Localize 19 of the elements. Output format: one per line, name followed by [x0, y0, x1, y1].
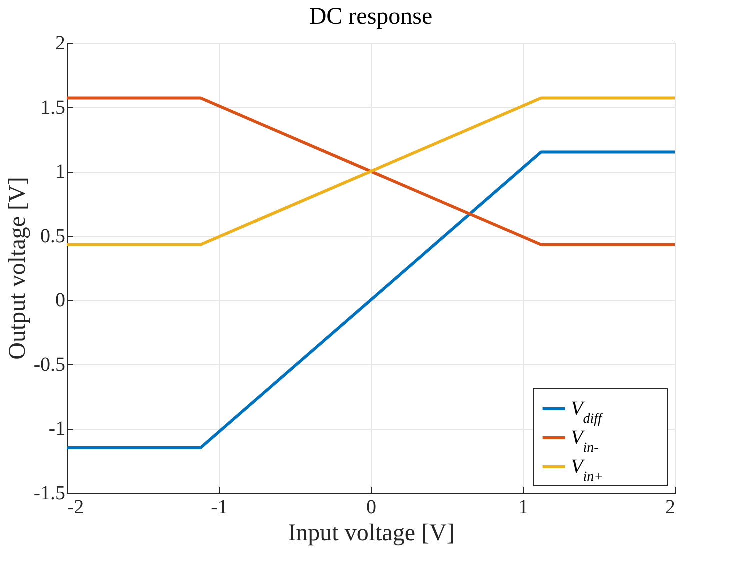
y-tick-label: -0.5 [34, 354, 66, 376]
legend-label: V$_{diff}$ [571, 398, 604, 426]
y-tick-label: 1.5 [40, 96, 66, 119]
y-tick-label: 2 [56, 32, 66, 54]
chart-title: DC response [309, 4, 433, 30]
y-tick-label: 0 [56, 290, 66, 312]
legend-label: V$_{in-}$ [571, 427, 600, 456]
x-tick-label: 0 [366, 496, 376, 518]
legend-label: V$_{in+}$ [571, 456, 604, 484]
x-tick-label: 1 [518, 496, 528, 518]
y-tick-label: -1.5 [34, 482, 66, 504]
y-tick-label: 1 [56, 161, 66, 184]
y-axis-title: Output voltage [V] [4, 177, 31, 360]
x-tick-label: 2 [666, 496, 676, 518]
y-tick-label: -1 [48, 418, 66, 440]
y-tick-label: 0.5 [40, 225, 66, 248]
x-tick-label: -2 [68, 496, 84, 518]
x-axis-title: Input voltage [V] [288, 520, 455, 546]
x-tick-label: -1 [211, 496, 228, 518]
